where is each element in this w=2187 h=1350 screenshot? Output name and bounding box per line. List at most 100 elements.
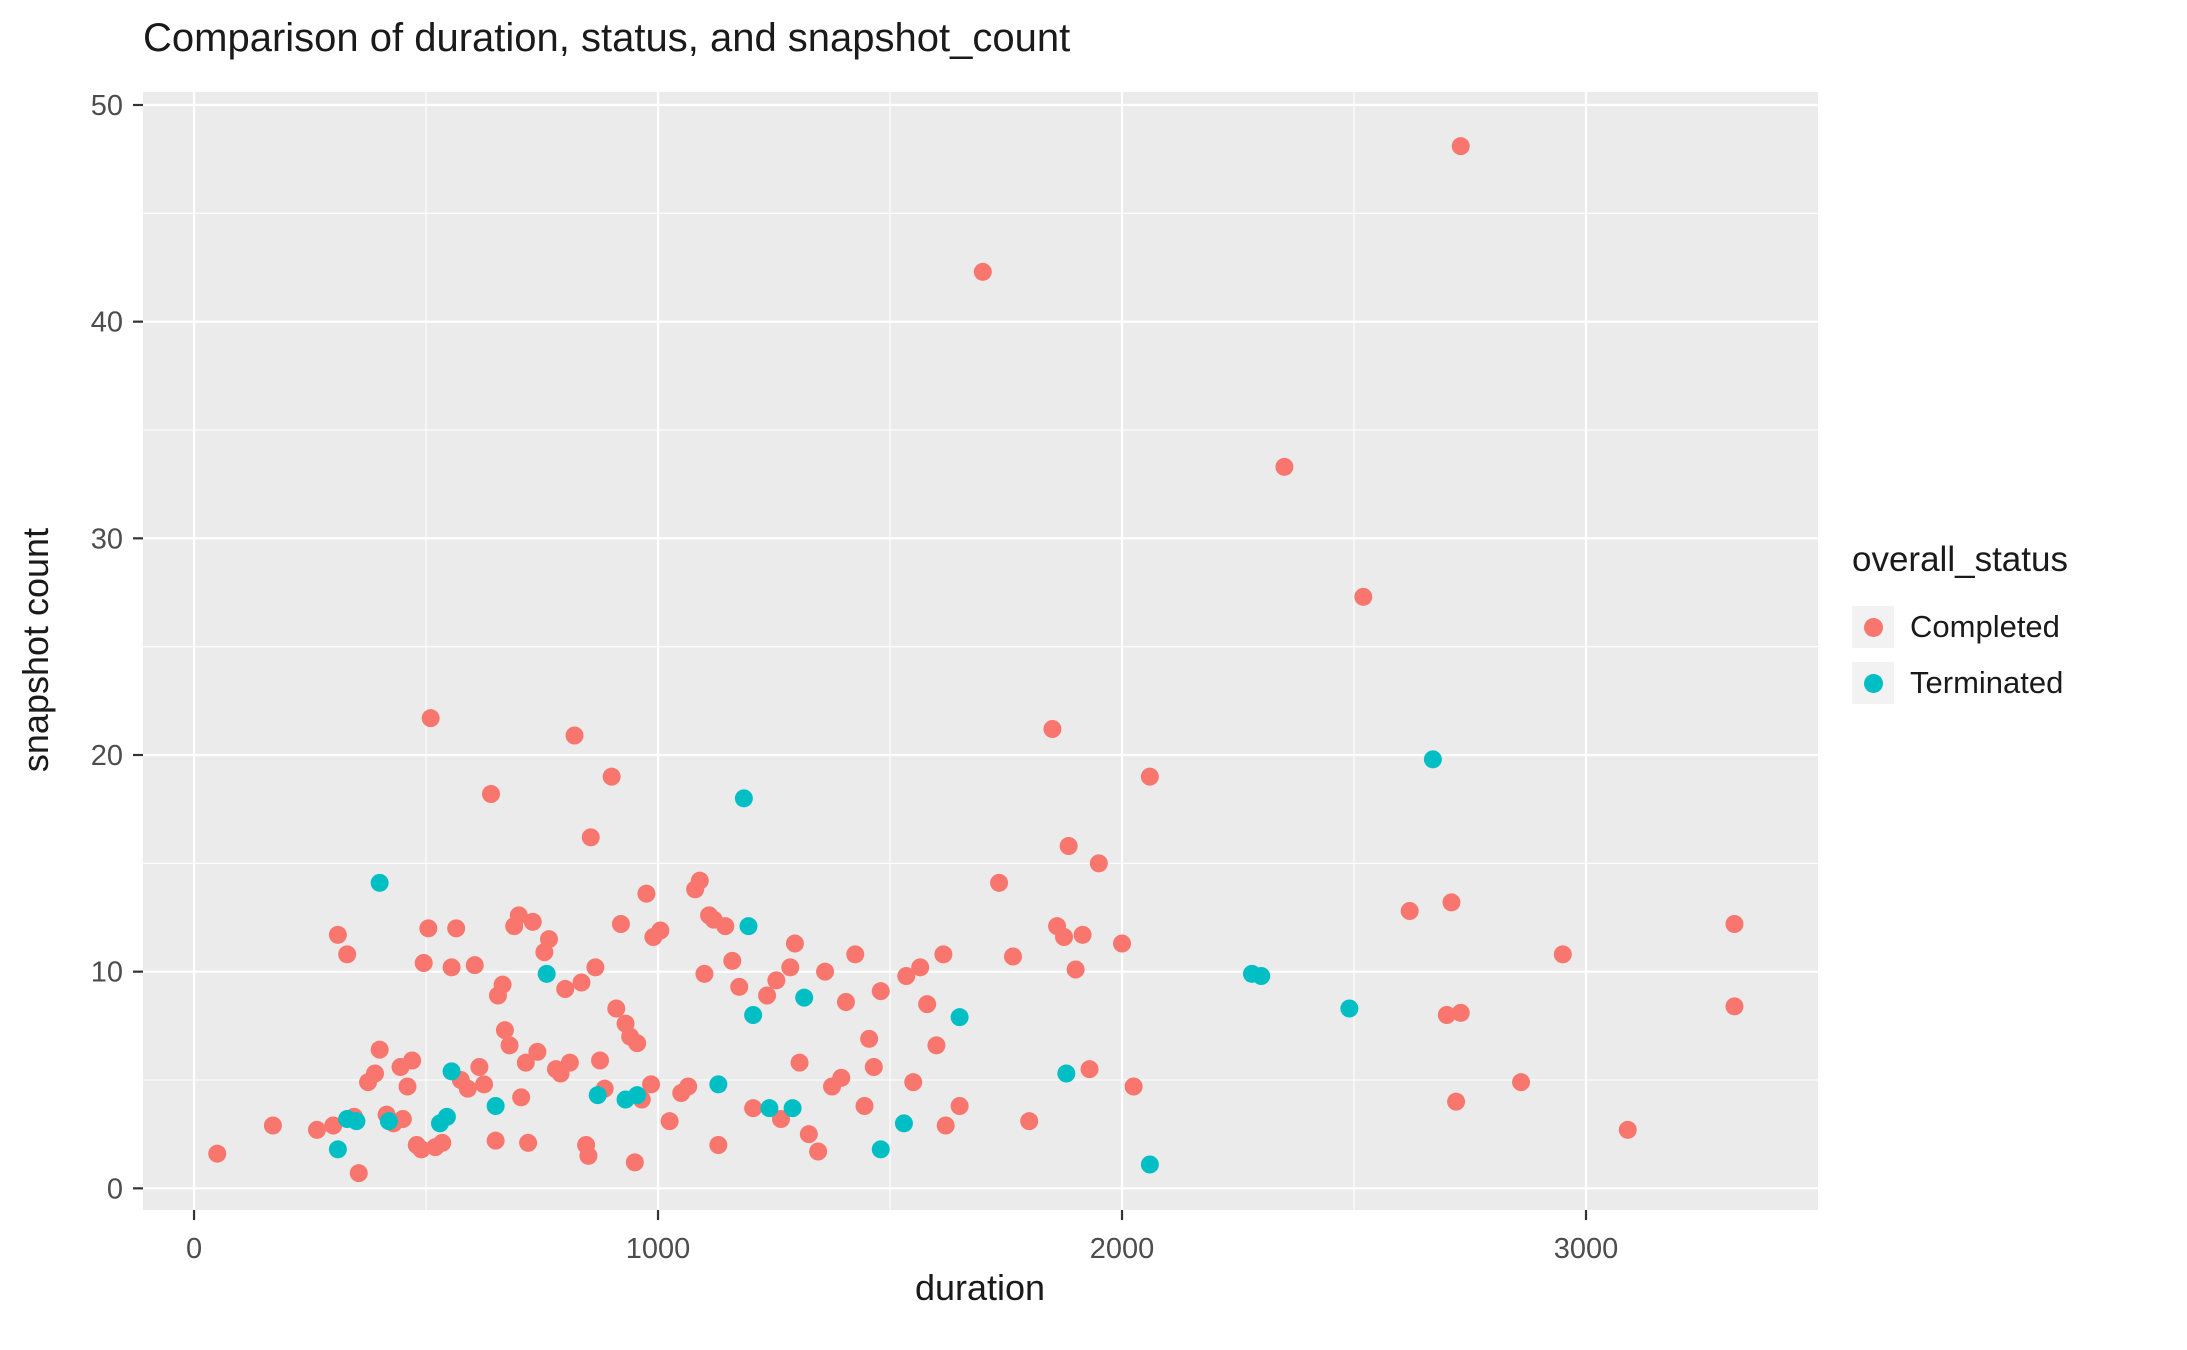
x-tick-label-3000: 3000 (1554, 1233, 1619, 1265)
point-completed (208, 1144, 227, 1163)
point-completed (809, 1142, 828, 1161)
point-completed (660, 1112, 679, 1131)
point-terminated (442, 1062, 461, 1081)
point-completed (1113, 934, 1132, 953)
point-completed (412, 1140, 431, 1159)
point-completed (470, 1058, 489, 1076)
x-tick-label-0: 0 (186, 1233, 202, 1265)
point-completed (973, 262, 992, 281)
point-completed (695, 964, 714, 983)
point-completed (1437, 1006, 1456, 1024)
point-completed (846, 945, 865, 964)
point-completed (1553, 945, 1572, 964)
point-completed (1725, 997, 1744, 1016)
point-completed (767, 971, 786, 990)
point-completed (611, 915, 630, 933)
point-completed (1451, 137, 1470, 156)
point-completed (1442, 893, 1461, 912)
point-terminated (1057, 1064, 1076, 1083)
point-completed (709, 1136, 728, 1154)
point-completed (1043, 720, 1062, 738)
point-completed (1354, 587, 1373, 606)
point-completed (370, 1040, 389, 1059)
point-completed (730, 977, 749, 996)
point-completed (1512, 1073, 1531, 1092)
point-completed (723, 951, 742, 970)
point-completed (328, 925, 347, 944)
point-completed (927, 1036, 946, 1055)
point-terminated (486, 1097, 505, 1115)
point-terminated (1140, 1155, 1159, 1174)
point-completed (690, 871, 709, 890)
legend-key-completed (1852, 606, 1894, 648)
point-terminated (950, 1008, 969, 1027)
point-completed (950, 1097, 969, 1115)
point-completed (591, 1051, 610, 1070)
point-completed (1140, 767, 1159, 786)
point-terminated (795, 988, 814, 1007)
point-completed (458, 1079, 477, 1098)
point-completed (560, 1053, 579, 1072)
point-completed (579, 1146, 598, 1165)
point-terminated (894, 1114, 913, 1133)
point-terminated (628, 1086, 647, 1105)
point-completed (1124, 1077, 1143, 1096)
point-completed (365, 1064, 384, 1083)
point-completed (486, 1131, 505, 1150)
point-terminated (783, 1099, 802, 1118)
point-completed (1618, 1120, 1637, 1139)
point-completed (799, 1125, 818, 1144)
point-completed (475, 1075, 494, 1094)
point-completed (855, 1097, 874, 1115)
point-completed (781, 958, 800, 977)
point-completed (934, 945, 953, 964)
point-terminated (588, 1086, 607, 1105)
point-completed (871, 982, 890, 1001)
point-completed (512, 1088, 531, 1107)
point-completed (651, 921, 670, 940)
legend-label-completed: Completed (1910, 609, 2060, 644)
point-completed (1003, 947, 1022, 966)
point-terminated (744, 1006, 763, 1024)
y-tick-label-0: 0 (107, 1173, 123, 1205)
point-completed (447, 919, 466, 938)
x-axis-title: duration (914, 1267, 1046, 1308)
point-completed (1055, 928, 1074, 946)
y-tick-label-10: 10 (91, 957, 123, 989)
legend-entry-completed: Completed (1852, 606, 2182, 648)
point-terminated (437, 1107, 456, 1126)
point-completed (523, 912, 542, 931)
point-completed (1020, 1112, 1039, 1131)
point-completed (836, 993, 855, 1011)
point-completed (493, 975, 512, 994)
legend-title: overall_status (1852, 540, 2068, 579)
point-completed (572, 973, 591, 992)
point-terminated (739, 917, 758, 936)
point-completed (1089, 854, 1108, 873)
point-terminated (328, 1140, 347, 1159)
point-completed (414, 954, 433, 972)
point-completed (642, 1075, 661, 1094)
point-completed (398, 1077, 417, 1096)
point-completed (509, 906, 528, 925)
point-completed (1447, 1092, 1466, 1111)
point-completed (860, 1029, 879, 1048)
point-terminated (734, 789, 753, 808)
point-completed (904, 1073, 923, 1092)
x-tick-label-2000: 2000 (1090, 1233, 1155, 1265)
point-completed (1073, 925, 1092, 944)
point-completed (1275, 457, 1294, 476)
point-completed (607, 999, 626, 1018)
point-completed (1059, 837, 1078, 855)
point-completed (539, 930, 558, 949)
point-completed (556, 980, 575, 998)
point-completed (495, 1021, 514, 1040)
point-completed (433, 1133, 452, 1152)
point-terminated (347, 1112, 366, 1131)
point-terminated (1252, 967, 1271, 985)
y-tick-label-40: 40 (91, 307, 123, 339)
point-completed (516, 1053, 535, 1072)
point-completed (1066, 960, 1085, 979)
